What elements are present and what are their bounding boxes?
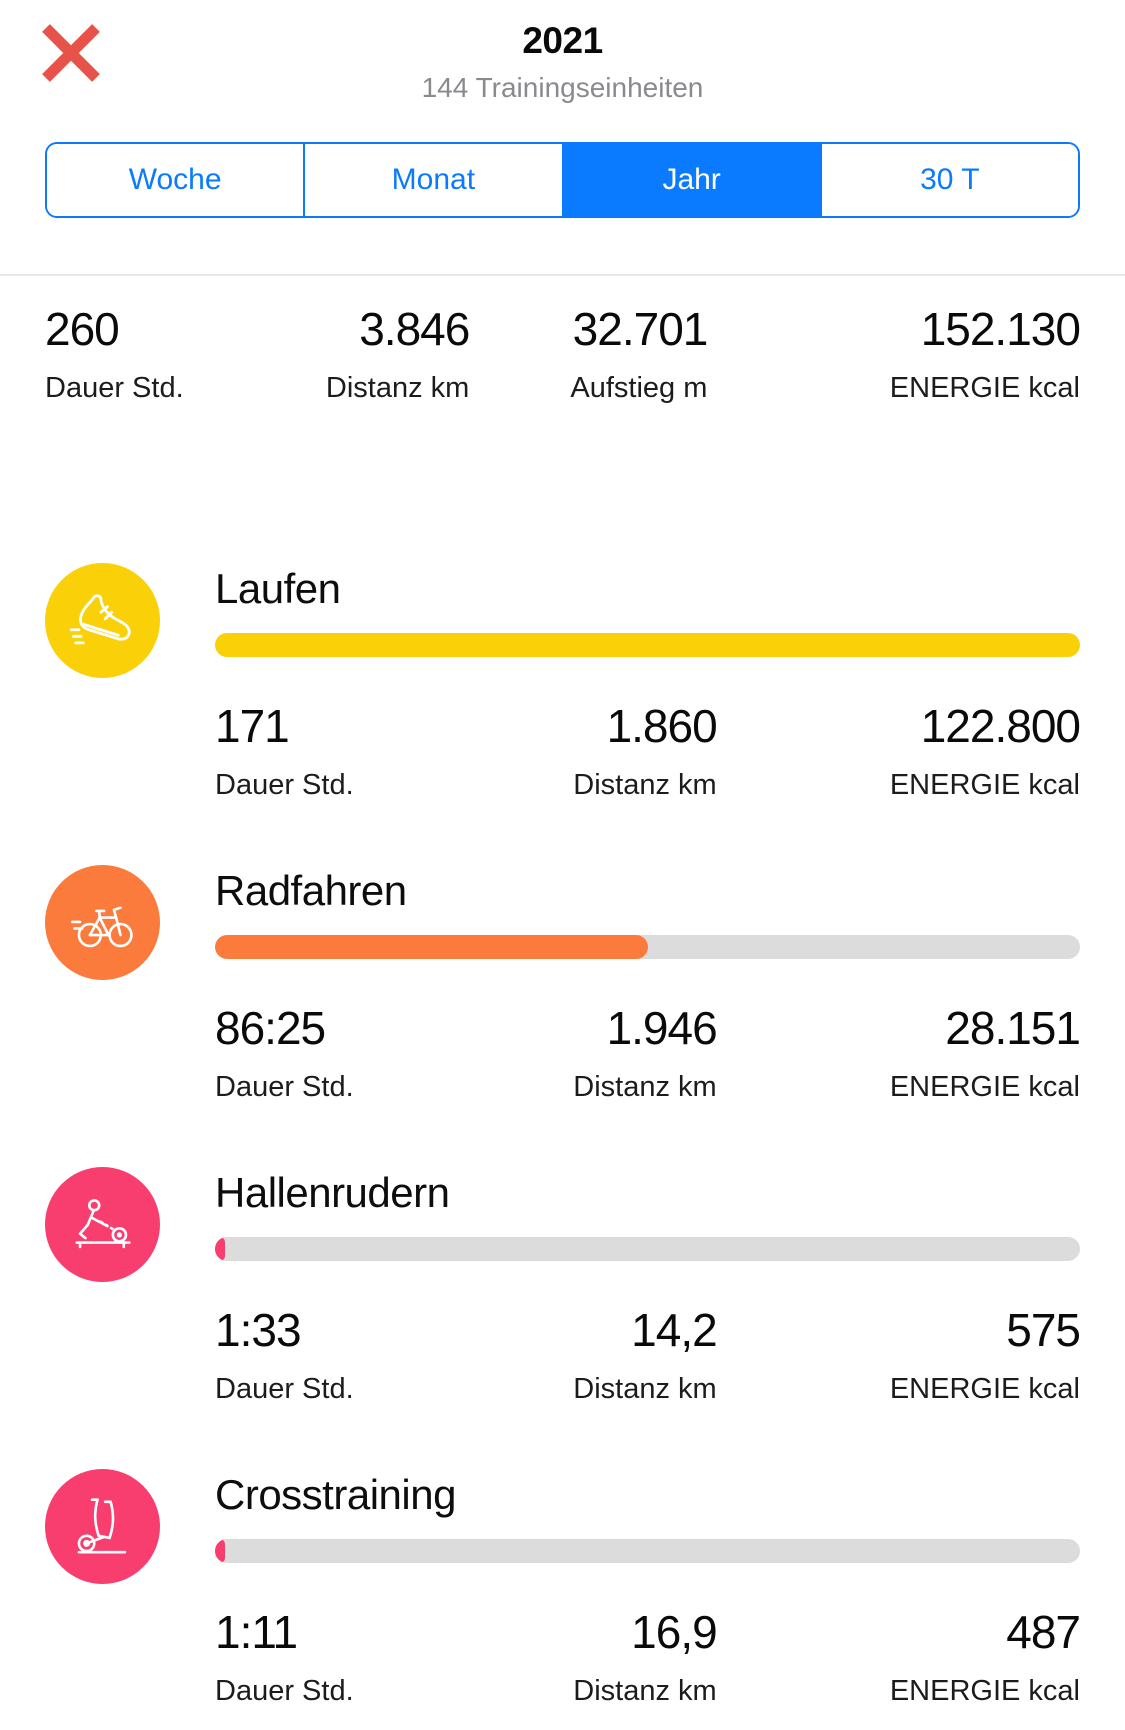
- header: 2021 144 Trainingseinheiten: [0, 0, 1125, 104]
- stat-value: 260: [45, 303, 120, 356]
- stat-label: Dauer Std.: [215, 1675, 354, 1708]
- summary-stat-duration: 260 Dauer Std.: [45, 306, 190, 403]
- stat-label: ENERGIE kcal: [889, 1071, 1080, 1104]
- activity-title: Laufen: [215, 565, 341, 613]
- page-title: 2021: [522, 20, 603, 61]
- stat-value: 86:25: [215, 1002, 326, 1055]
- rowing-machine-icon: [45, 1167, 160, 1283]
- activity-title: Radfahren: [215, 867, 407, 915]
- activity-row-crosstraining: Crosstraining 1:11 Dauer Std. 16,9 Distanz…: [45, 1469, 1081, 1708]
- progress-fill: [215, 1237, 226, 1262]
- activity-list: Laufen 171 Dauer Std. 1.860 Distanz km 122…: [45, 403, 1081, 1708]
- stat-label: Distanz km: [573, 1675, 717, 1708]
- stat-value: 122.800: [920, 700, 1081, 753]
- stat-value: 16,9: [631, 1606, 718, 1659]
- close-button[interactable]: [36, 18, 106, 88]
- progress-track: [215, 633, 1080, 658]
- stat-label: Dauer Std.: [215, 1373, 354, 1406]
- progress-track: [215, 1237, 1080, 1262]
- stat-value: 1.860: [606, 700, 718, 753]
- running-shoe-icon: [45, 563, 160, 679]
- page-subtitle: 144 Trainingseinheiten: [421, 71, 704, 103]
- summary-stats-row: 260 Dauer Std. 3.846 Distanz km 32.701 A…: [45, 303, 1081, 405]
- stat-label: ENERGIE kcal: [889, 1373, 1080, 1406]
- progress-fill: [215, 935, 648, 960]
- summary-stat-distance: 3.846 Distanz km: [190, 303, 470, 405]
- stat-label: Aufstieg m: [570, 372, 708, 405]
- bicycle-icon: [45, 865, 160, 981]
- stat-value: 152.130: [920, 303, 1081, 356]
- stat-label: Distanz km: [325, 372, 470, 405]
- activity-stats-row: 171 Dauer Std. 1.860 Distanz km 122.800 ENE…: [215, 700, 1081, 802]
- period-segmented-control: Woche Monat Jahr 30 T: [45, 142, 1080, 219]
- activity-stats-row: 1:33 Dauer Std. 14,2 Distanz km 575 ENERGIE…: [215, 1304, 1081, 1406]
- stat-value: 1:33: [215, 1304, 302, 1357]
- section-divider: [0, 274, 1125, 277]
- progress-track: [215, 1539, 1080, 1564]
- stat-value: 32.701: [572, 303, 709, 356]
- tab-30t[interactable]: 30 T: [819, 144, 1078, 217]
- stat-value: 487: [1006, 1606, 1081, 1659]
- activity-title: Hallenrudern: [215, 1169, 450, 1217]
- tab-woche[interactable]: Woche: [47, 144, 304, 217]
- stat-value: 575: [1006, 1304, 1081, 1357]
- stat-label: ENERGIE kcal: [889, 372, 1080, 405]
- stat-label: Distanz km: [573, 1071, 717, 1104]
- activity-row-hallenrudern: Hallenrudern 1:33 Dauer Std. 14,2 Distanz …: [45, 1167, 1081, 1406]
- activity-stats-row: 86:25 Dauer Std. 1.946 Distanz km 28.151 EN…: [215, 1002, 1081, 1104]
- stat-label: Distanz km: [573, 1373, 717, 1406]
- stat-label: Dauer Std.: [45, 372, 184, 405]
- stat-label: ENERGIE kcal: [889, 769, 1080, 802]
- summary-stat-ascent: 32.701 Aufstieg m: [469, 303, 709, 405]
- stat-value: 171: [215, 700, 290, 753]
- activity-row-laufen: Laufen 171 Dauer Std. 1.860 Distanz km 122…: [45, 563, 1081, 802]
- stat-value: 1.946: [606, 1002, 718, 1055]
- stat-value: 28.151: [945, 1002, 1081, 1055]
- tab-monat[interactable]: Monat: [303, 144, 562, 217]
- progress-track: [215, 935, 1080, 960]
- elliptical-trainer-icon: [45, 1469, 160, 1585]
- close-icon: [36, 18, 106, 88]
- stat-value: 14,2: [631, 1304, 718, 1357]
- progress-fill: [215, 633, 1080, 658]
- stat-label: Distanz km: [573, 769, 717, 802]
- stat-label: ENERGIE kcal: [889, 1675, 1080, 1708]
- stat-value: 1:11: [215, 1606, 298, 1659]
- activity-row-radfahren: Radfahren 86:25 Dauer Std. 1.946 Distanz k…: [45, 865, 1081, 1104]
- progress-fill: [215, 1539, 226, 1564]
- stat-label: Dauer Std.: [215, 1071, 354, 1104]
- tab-jahr[interactable]: Jahr: [561, 144, 820, 217]
- summary-stat-energy: 152.130 ENERGIE kcal: [707, 303, 1081, 405]
- activity-title: Crosstraining: [215, 1471, 456, 1519]
- activity-stats-row: 1:11 Dauer Std. 16,9 Distanz km 487 ENERGIE…: [215, 1606, 1081, 1708]
- stat-label: Dauer Std.: [215, 769, 354, 802]
- stat-value: 3.846: [359, 303, 470, 356]
